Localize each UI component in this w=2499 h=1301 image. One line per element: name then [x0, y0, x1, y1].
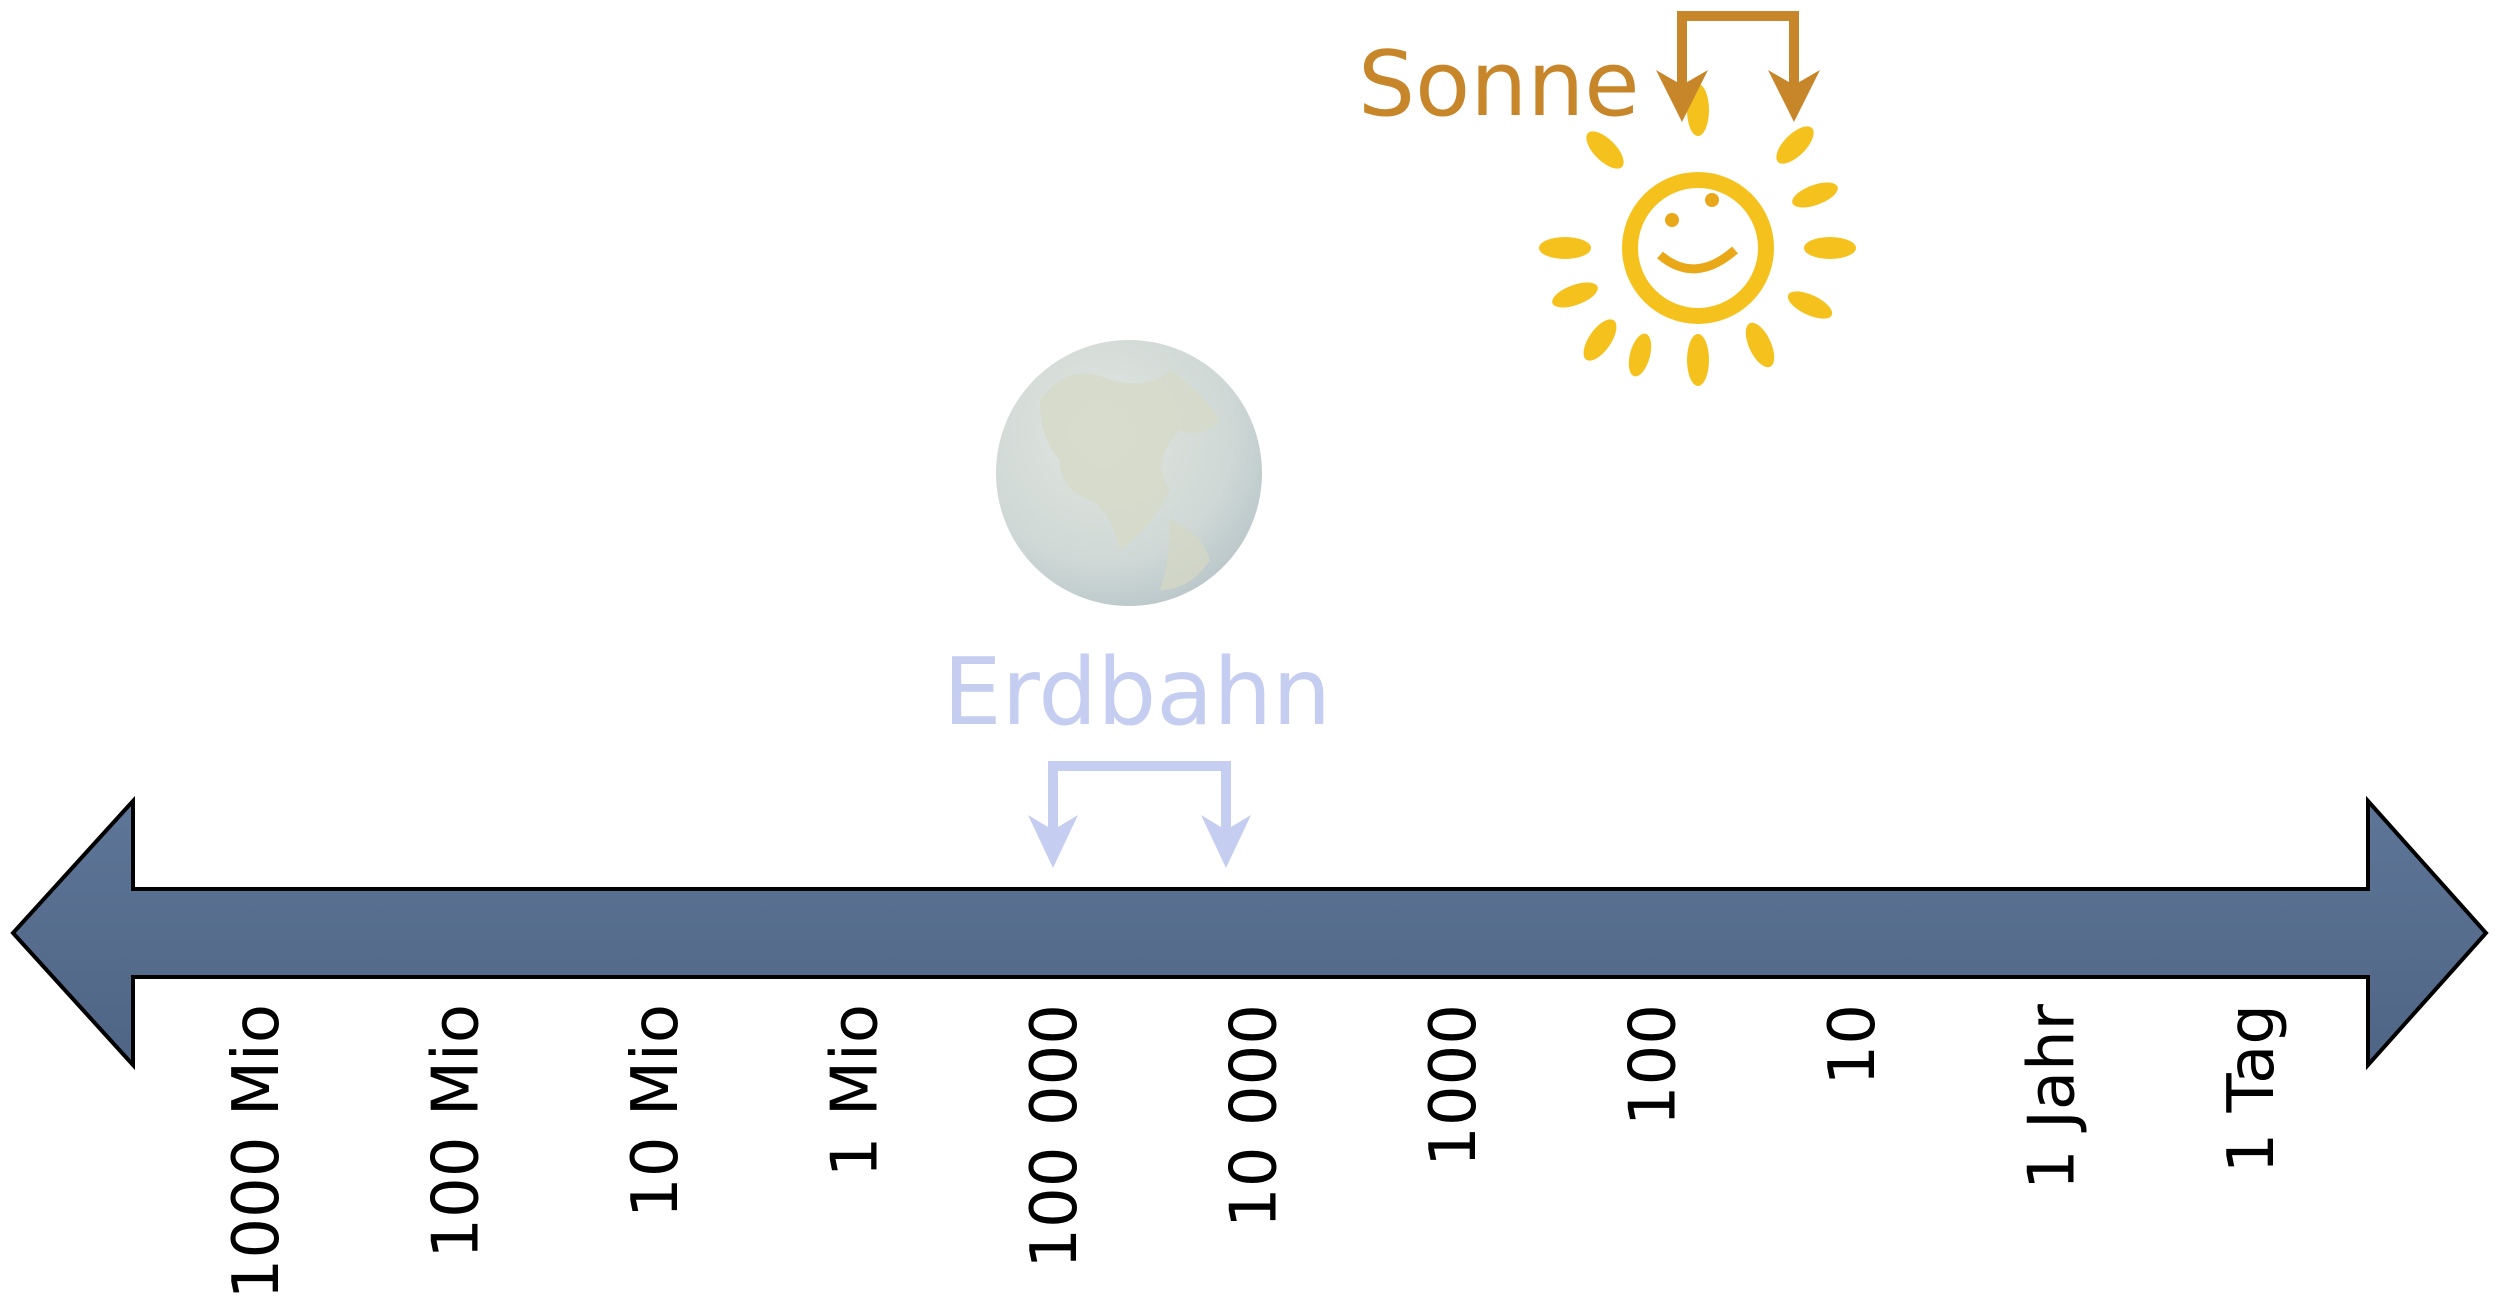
- tick-label: 1000 Mio: [220, 1004, 294, 1299]
- tick-label: 10 Mio: [619, 1004, 693, 1218]
- tick-label: 1 Mio: [819, 1004, 893, 1177]
- sun-bracket: [1677, 11, 1799, 95]
- sun-bracket-arrowhead: [1768, 70, 1820, 122]
- timeline-arrow: [10, 795, 2489, 1071]
- tick-label: 100 000: [1018, 1004, 1092, 1269]
- tick-label: 10 000: [1218, 1004, 1292, 1228]
- sun-bracket-arrowhead: [1656, 70, 1708, 122]
- tick-label: 100: [1617, 1004, 1691, 1126]
- tick-label: 100 Mio: [420, 1004, 494, 1259]
- tick-label: 1 Tag: [2215, 1004, 2289, 1173]
- earth-bracket-arrowhead: [1028, 815, 1078, 868]
- tick-label: 1000: [1417, 1004, 1491, 1167]
- earth-bracket-arrowhead: [1201, 815, 1251, 868]
- earth-bracket: [1048, 761, 1231, 840]
- sun-label: Sonne: [1358, 32, 1640, 137]
- tick-label: 1 Jahr: [2016, 1003, 2090, 1190]
- earth-label: Erdbahn: [943, 638, 1331, 746]
- earth-icon: [996, 340, 1262, 606]
- tick-label: 10: [1816, 1004, 1890, 1085]
- tick-labels: 1000 Mio 100 Mio 10 Mio 1 Mio 100 000 10 000 1…: [220, 1003, 2289, 1299]
